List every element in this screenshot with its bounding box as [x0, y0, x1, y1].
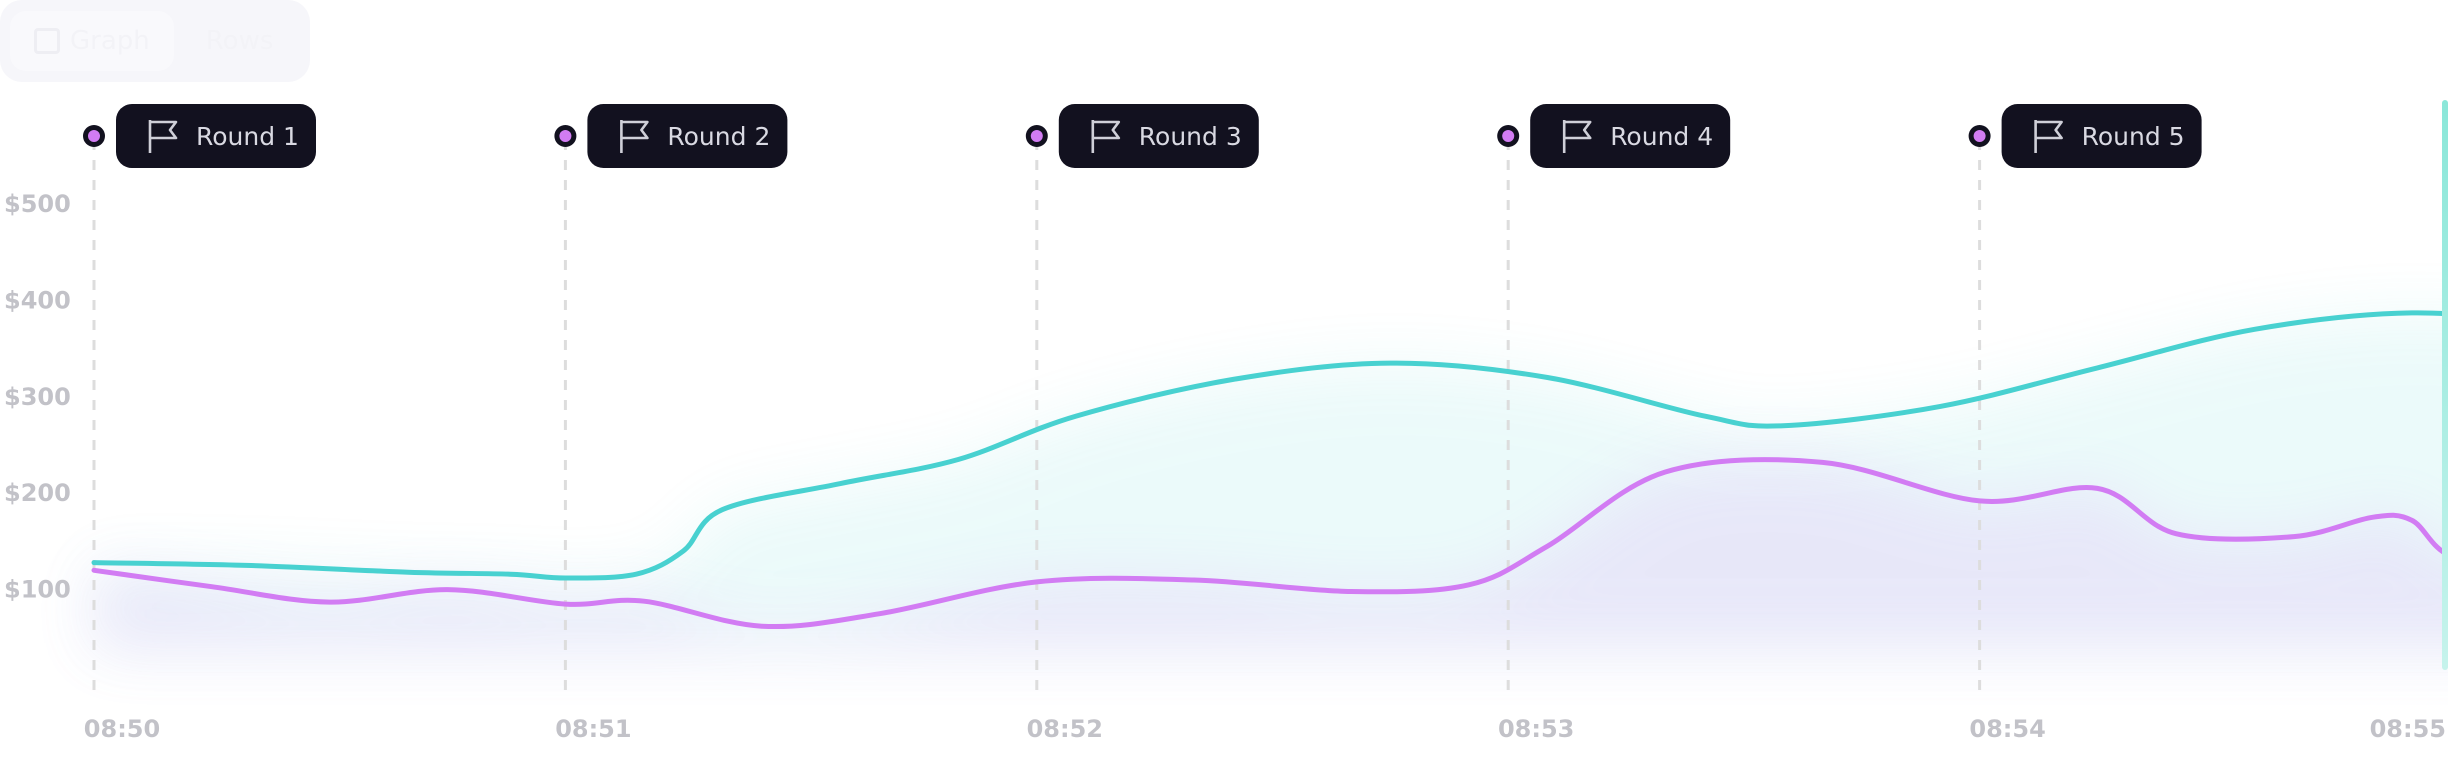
round-dot-inner [1973, 130, 1986, 142]
x-tick-label: 08:51 [555, 715, 631, 743]
series-lines [91, 310, 2448, 630]
x-tick-label: 08:53 [1498, 715, 1574, 743]
x-tick-label: 08:54 [1969, 715, 2045, 743]
y-axis: $100 $200 $300 $400 $500 [4, 190, 71, 604]
y-tick-label: $400 [4, 286, 71, 314]
rows-tab[interactable]: Rows [182, 11, 298, 71]
flag-icon [1091, 120, 1121, 153]
round-dot-inner [88, 130, 100, 142]
rows-tab-label: Rows [205, 26, 274, 56]
x-tick-label: 08:52 [1027, 715, 1103, 743]
y-tick-label: $200 [4, 479, 71, 507]
series-area-2 [94, 459, 2448, 650]
scroll-edge-indicator [2442, 100, 2448, 670]
x-tick-label: 08:55 [2370, 715, 2446, 743]
flag-icon [2034, 120, 2063, 153]
x-axis: 08:50 08:51 08:52 08:53 08:54 08:55 [84, 715, 2446, 743]
round-pill [116, 104, 316, 168]
flag-icon [148, 120, 178, 153]
flag-icon [620, 120, 649, 153]
round-dot-inner [1030, 130, 1043, 142]
graph-icon [34, 28, 60, 54]
round-marker-1[interactable]: Round 1 [83, 104, 316, 168]
y-tick-label: $500 [4, 190, 71, 218]
round-marker-4[interactable]: Round 4 [1497, 104, 1731, 168]
round-marker-5[interactable]: Round 5 [1968, 104, 2202, 168]
round-pill [1530, 104, 1731, 168]
round-marker-2[interactable]: Round 2 [554, 104, 788, 168]
round-pill [2001, 104, 2202, 168]
series-line-2 [91, 457, 2448, 630]
y-tick-label: $100 [4, 576, 71, 604]
round-pill [587, 104, 788, 168]
round-markers: Round 1 Round 2 Round 3 Round 4 Round 5 [83, 104, 2202, 168]
round-label: Round 3 [1139, 122, 1242, 151]
round-label: Round 2 [667, 122, 770, 151]
round-label: Round 1 [196, 122, 299, 151]
round-dot-inner [559, 130, 572, 142]
graph-tab-label: Graph [70, 26, 150, 56]
round-marker-3[interactable]: Round 3 [1025, 104, 1259, 168]
series-line-1 [91, 310, 2448, 581]
graph-tab[interactable]: Graph [10, 11, 174, 71]
round-pill [1058, 104, 1259, 168]
x-tick-label: 08:50 [84, 715, 160, 743]
y-tick-label: $300 [4, 383, 71, 411]
flag-icon [1562, 120, 1592, 153]
round-dot-inner [1502, 130, 1515, 142]
round-label: Round 5 [2082, 122, 2185, 151]
round-label: Round 4 [1610, 122, 1713, 151]
area-fills [94, 312, 2448, 650]
view-toggle: Graph Rows [0, 0, 310, 82]
